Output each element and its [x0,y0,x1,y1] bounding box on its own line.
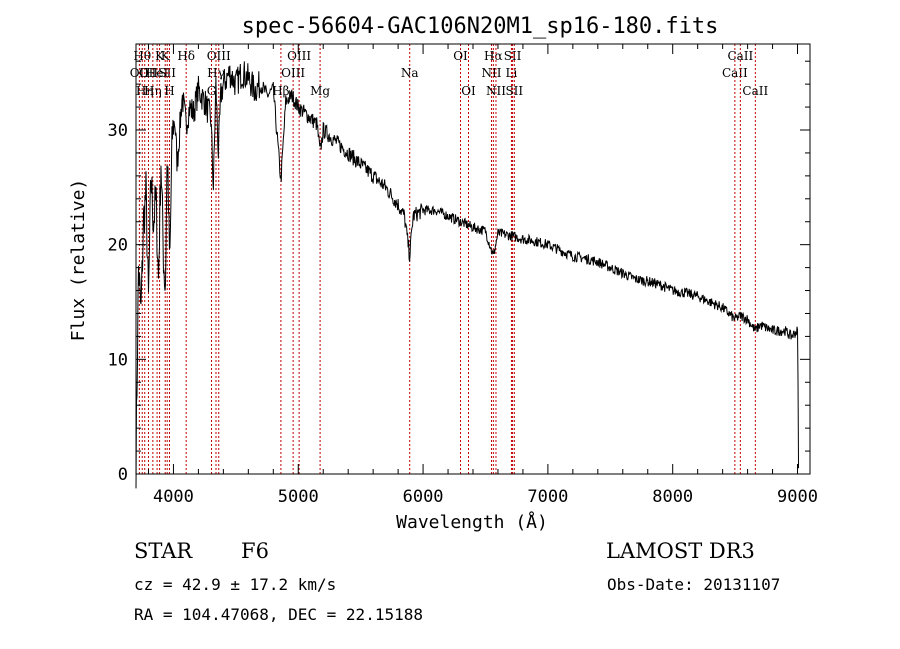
x-tick-label: 4000 [153,487,194,507]
line-marker-label: OI [461,84,476,98]
x-axis-label: Wavelength (Å) [396,511,548,533]
line-marker-label: OIII [281,66,305,80]
line-marker-label: K [155,49,165,63]
line-marker-label: HeI [146,66,169,80]
object-subclass: F6 [241,539,269,563]
line-marker-label: NII [481,66,501,80]
line-marker-label: OI [453,49,468,63]
line-marker-label: Na [401,66,419,80]
line-marker-label: Mg [310,84,330,98]
line-marker-label: OII [139,66,159,80]
spectrum-line [135,61,800,489]
line-marker-label: Hγ [207,66,225,80]
y-tick-label: 0 [118,465,128,485]
spectrum-layer [135,61,800,489]
plot-frame [135,43,811,475]
line-marker-label: Hη [136,84,154,98]
line-marker-label: K [161,49,171,63]
line-marker-label: OIII [287,49,311,63]
object-class: STAR [134,539,193,563]
survey-name: LAMOST DR3 [606,539,755,563]
observation-date: Obs-Date: 20131107 [607,575,780,594]
chart-title: spec-56604-GAC106N20M1_sp16-180.fits [242,14,719,39]
x-tick-label: 9000 [777,487,818,507]
line-marker-label: CaII [742,84,768,98]
line-marker-label: Hδ [177,49,195,63]
line-marker-label: Hθ [133,49,151,63]
line-marker-label: Hη [144,84,162,98]
coordinates: RA = 104.47068, DEC = 22.15188 [134,605,423,624]
line-marker-label: SII [504,49,522,63]
x-tick-label: 5000 [278,487,319,507]
line-marker-label: H [164,84,174,98]
line-marker-label: CaII [722,66,748,80]
line-marker-label: SII [505,84,523,98]
x-tick-label: 6000 [403,487,444,507]
x-tick-label: 8000 [652,487,693,507]
line-marker-label: G [207,84,217,98]
y-axis: 0 10 20 30 [108,60,810,485]
line-marker-label: NII [486,84,506,98]
line-marker-label: OIII [207,49,231,63]
x-tick-label: 7000 [527,487,568,507]
x-axis: 4000 5000 6000 7000 8000 9000 [147,44,818,507]
line-marker-label: CaII [727,49,753,63]
line-marker-label: Li [506,66,518,80]
line-marker-label: SII [158,66,176,80]
redshift-velocity: cz = 42.9 ± 17.2 km/s [134,575,336,594]
y-tick-label: 30 [108,121,128,141]
line-marker-label: Hα [484,49,503,63]
y-tick-label: 10 [108,350,128,370]
y-tick-label: 20 [108,236,128,256]
line-markers: OIIHθHηOIIHηHeIKKSIIHHδGHγOIIIHβOIIIOIII… [130,44,768,474]
y-axis-label: Flux (relative) [68,179,89,342]
line-marker-label: Hβ [272,84,289,98]
